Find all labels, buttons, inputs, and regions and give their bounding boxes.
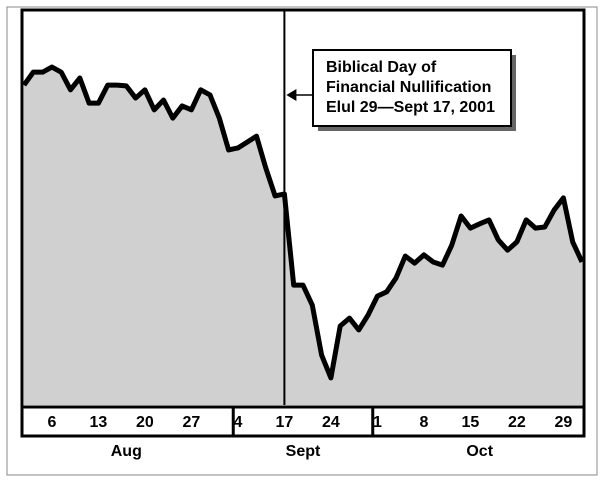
x-tick-label: 20 xyxy=(136,414,154,431)
x-tick-label: 17 xyxy=(276,414,294,431)
x-tick-label: 6 xyxy=(47,414,56,431)
x-tick-label: 22 xyxy=(508,414,526,431)
area xyxy=(24,67,582,406)
month-label: Sept xyxy=(286,443,321,460)
x-tick-label: 27 xyxy=(183,414,201,431)
annotation-text: Elul 29—Sept 17, 2001 xyxy=(326,99,495,116)
x-tick-label: 13 xyxy=(90,414,108,431)
annotation-text: Financial Nullification xyxy=(326,79,491,96)
x-tick-label: 1 xyxy=(373,414,382,431)
x-tick-label: 4 xyxy=(233,414,242,431)
x-tick-label: 15 xyxy=(462,414,480,431)
month-label: Aug xyxy=(111,443,142,460)
month-label: Oct xyxy=(466,443,493,460)
annotation-text: Biblical Day of xyxy=(326,59,437,76)
x-tick-label: 24 xyxy=(322,414,340,431)
line xyxy=(21,64,585,381)
annotation-box xyxy=(312,49,512,127)
x-tick-label: 29 xyxy=(555,414,573,431)
plot-frame xyxy=(20,8,586,438)
x-tick-label: 8 xyxy=(419,414,428,431)
arrow-head xyxy=(286,89,297,101)
